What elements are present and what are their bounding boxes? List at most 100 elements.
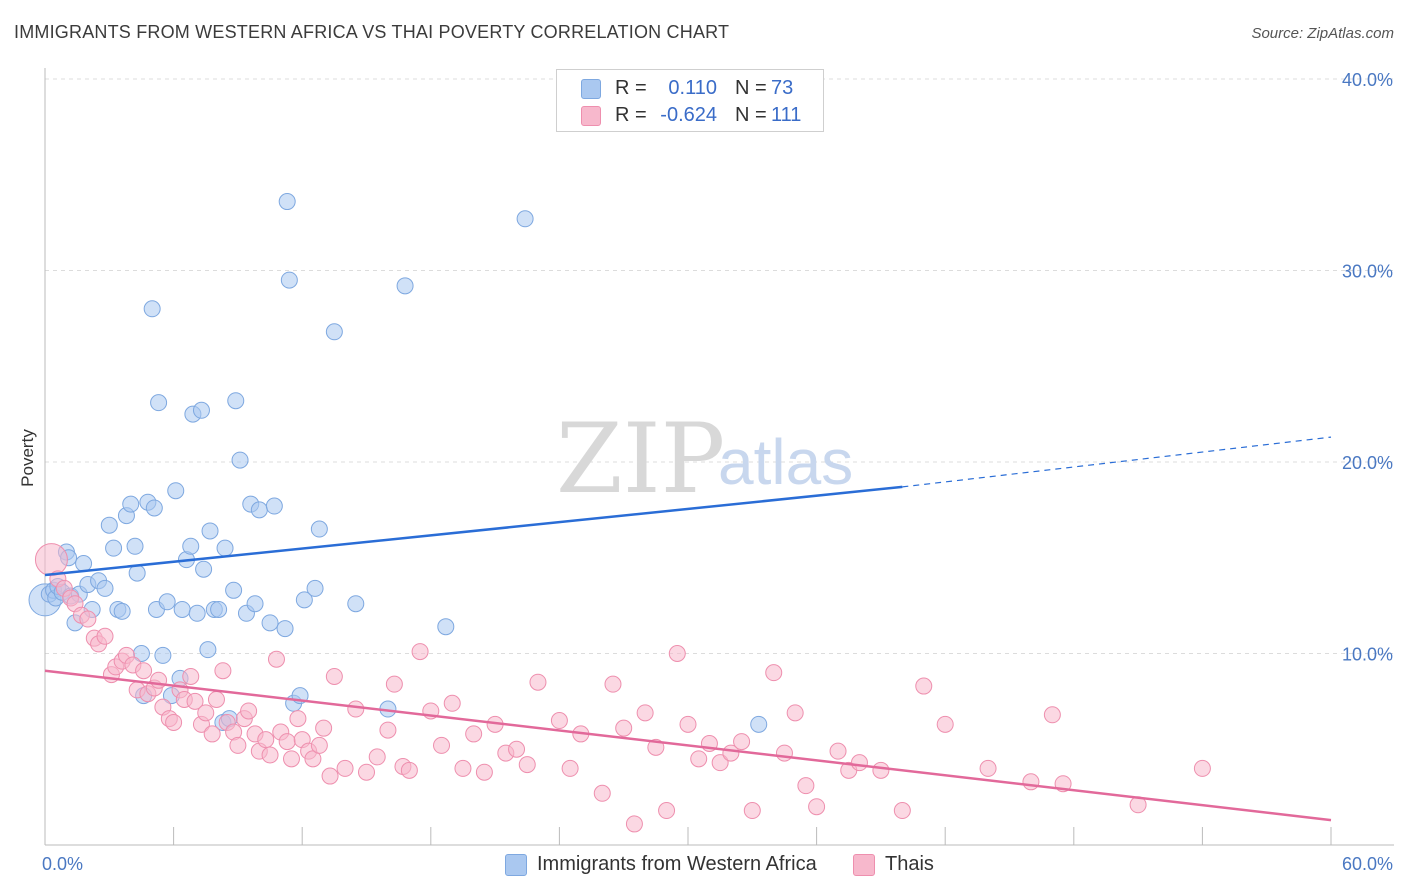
point-western-africa (437, 618, 455, 636)
point-thais (893, 802, 911, 820)
point-western-africa (173, 600, 191, 618)
point-thais (604, 675, 622, 693)
point-thais (979, 759, 997, 777)
point-western-africa (122, 495, 140, 513)
trend-lines (44, 436, 1332, 822)
point-thais (385, 675, 403, 693)
point-thais (34, 543, 68, 577)
point-thais (711, 754, 729, 772)
point-western-africa (225, 581, 243, 599)
point-western-africa (280, 271, 298, 289)
point-thais (593, 784, 611, 802)
point-thais (561, 759, 579, 777)
point-western-africa (210, 600, 228, 618)
source-label: Source: ZipAtlas.com (1251, 25, 1394, 42)
trend-line-western-africa-extension (902, 436, 1332, 488)
point-western-africa (250, 501, 268, 519)
point-western-africa (201, 522, 219, 540)
legend-r-value: 0.110 (668, 77, 717, 99)
point-thais (240, 702, 258, 720)
point-western-africa (96, 579, 114, 597)
point-thais (743, 802, 761, 820)
point-western-africa (261, 614, 279, 632)
legend-swatch-blue (505, 854, 527, 876)
point-thais (203, 725, 221, 743)
point-western-africa (192, 401, 210, 419)
point-thais (508, 740, 526, 758)
point-thais (358, 763, 375, 781)
point-western-africa (246, 595, 264, 613)
x-tick-label: 0.0% (42, 854, 83, 874)
point-thais (615, 719, 633, 737)
point-thais (336, 759, 354, 777)
point-thais (765, 664, 783, 682)
point-western-africa (105, 539, 123, 557)
point-western-africa (158, 593, 176, 611)
legend-n-value: 73 (771, 77, 794, 99)
point-western-africa (516, 210, 534, 228)
point-thais (400, 761, 418, 779)
point-western-africa (75, 554, 93, 572)
legend-r-label: R = (615, 104, 647, 126)
point-western-africa (167, 482, 185, 500)
point-thais (379, 721, 397, 739)
point-thais (368, 748, 386, 766)
point-thais (797, 777, 815, 795)
legend-n-value: 111 (771, 104, 802, 126)
point-western-africa (278, 193, 296, 211)
legend-r-label: R = (615, 77, 647, 99)
legend-swatch-pink (581, 106, 601, 126)
y-tick-label: 40.0% (1342, 70, 1393, 90)
point-thais (289, 710, 307, 728)
point-thais (775, 744, 793, 762)
point-western-africa (310, 520, 328, 538)
point-thais (733, 733, 751, 751)
point-thais (182, 667, 200, 685)
point-thais (475, 763, 493, 781)
point-thais (315, 719, 333, 737)
point-thais (465, 725, 483, 743)
legend-label: Immigrants from Western Africa (537, 853, 817, 875)
point-thais (1193, 759, 1211, 777)
point-western-africa (154, 646, 172, 664)
point-western-africa (227, 392, 245, 410)
point-western-africa (396, 277, 414, 295)
trend-line-thais (44, 669, 1332, 822)
point-thais (165, 713, 183, 731)
grid-lines (45, 78, 1394, 654)
y-axis-label: Poverty (18, 429, 37, 487)
point-western-africa (145, 499, 163, 517)
watermark-zip: ZIP (556, 403, 725, 515)
y-tick-label: 30.0% (1342, 262, 1393, 282)
point-thais (443, 694, 461, 712)
point-thais (321, 767, 339, 785)
point-western-africa (128, 564, 146, 582)
point-western-africa (325, 323, 343, 341)
point-thais (636, 704, 654, 722)
point-western-africa (113, 602, 131, 620)
point-thais (207, 690, 225, 708)
point-western-africa (195, 560, 213, 578)
legend-label: Thais (885, 853, 934, 875)
point-thais (214, 662, 232, 680)
legend-swatch-pink (853, 854, 875, 876)
point-thais (96, 627, 114, 645)
point-western-africa (188, 604, 206, 622)
point-thais (529, 673, 547, 691)
point-western-africa (199, 641, 217, 659)
point-western-africa (100, 516, 118, 534)
point-thais (658, 802, 676, 820)
point-western-africa (150, 394, 168, 412)
point-thais (808, 798, 826, 816)
point-thais (261, 746, 279, 764)
point-thais (229, 736, 247, 754)
point-thais (829, 742, 847, 760)
x-tick-label: 60.0% (1342, 854, 1393, 874)
point-thais (257, 731, 275, 749)
tick-labels: 10.0% 20.0% 30.0% 40.0% 0.0% 60.0% (42, 70, 1393, 874)
point-thais (310, 736, 328, 754)
legend-row-blue: R = 0.110 N = 73 (557, 75, 823, 101)
point-thais (186, 692, 204, 710)
trend-line-western-africa (44, 485, 903, 577)
